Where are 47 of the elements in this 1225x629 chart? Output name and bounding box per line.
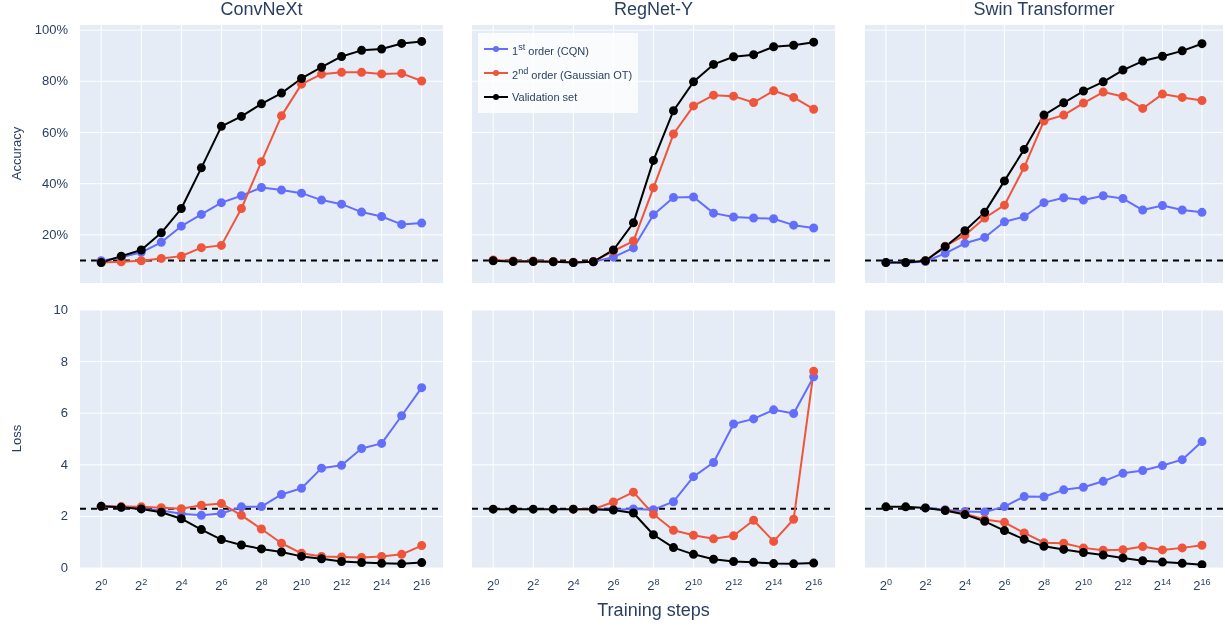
chart-title: ConvNeXt — [219, 0, 304, 20]
legend-label: Validation set — [512, 91, 578, 103]
x-tick-label: 2$^{6}$ — [215, 577, 228, 593]
x-tick-label: 2$^{16}$ — [805, 577, 823, 593]
x-tick-label: 2$^{2}$ — [135, 577, 148, 593]
x-tick-label: 2$^{6}$ — [998, 577, 1011, 593]
x-tick-label: 2$^{4}$ — [175, 577, 188, 593]
y-tick-label: 8 — [60, 353, 68, 369]
y-tick-label: 2 — [60, 508, 68, 524]
legend-label: 1$^{st}$ order (CQN) — [512, 41, 589, 57]
y-tick-label: 40% — [41, 175, 69, 191]
x-tick-label: 2$^{8}$ — [647, 577, 660, 593]
x-tick-label: 2$^{6}$ — [607, 577, 620, 593]
y-axis-title: Loss — [8, 423, 24, 455]
y-tick-label: 80% — [41, 73, 69, 89]
x-tick-label: 2$^{8}$ — [1037, 577, 1051, 593]
x-tick-label: 2$^{8}$ — [255, 577, 268, 593]
x-tick-label: 2$^{14}$ — [372, 577, 391, 593]
x-tick-label: 2$^{14}$ — [1153, 577, 1172, 593]
chart-title: Swin Transformer — [972, 0, 1116, 20]
x-tick-label: 2$^{10}$ — [292, 577, 311, 593]
x-axis-title: Training steps — [596, 600, 711, 621]
x-tick-label: 2$^{0}$ — [879, 577, 893, 593]
legend-label: 2$^{nd}$ order (Gaussian OT) — [512, 65, 633, 81]
x-tick-label: 2$^{14}$ — [764, 577, 783, 593]
chart-title: RegNet-Y — [613, 0, 694, 20]
y-tick-label: 100% — [34, 22, 69, 38]
y-axis-title: Accuracy — [8, 125, 24, 183]
x-tick-label: 2$^{12}$ — [1114, 577, 1132, 593]
y-tick-label: 10 — [53, 302, 68, 317]
y-tick-label: 4 — [60, 456, 68, 472]
x-tick-label: 2$^{12}$ — [332, 577, 351, 593]
x-tick-label: 2$^{4}$ — [567, 577, 580, 593]
x-tick-label: 2$^{4}$ — [958, 577, 972, 593]
x-tick-label: 2$^{16}$ — [413, 577, 431, 593]
y-tick-label: 0 — [60, 560, 68, 575]
y-tick-label: 6 — [60, 405, 68, 421]
x-tick-label: 2$^{16}$ — [1193, 577, 1211, 593]
x-tick-label: 2$^{2}$ — [527, 577, 540, 593]
x-tick-label: 2$^{2}$ — [919, 577, 932, 593]
x-tick-label: 2$^{10}$ — [684, 577, 703, 593]
x-tick-label: 2$^{0}$ — [487, 577, 500, 593]
y-tick-label: 20% — [41, 226, 69, 242]
x-tick-label: 2$^{0}$ — [95, 577, 108, 593]
y-tick-label: 60% — [41, 124, 69, 140]
x-tick-label: 2$^{10}$ — [1074, 577, 1093, 593]
x-tick-label: 2$^{12}$ — [724, 577, 743, 593]
